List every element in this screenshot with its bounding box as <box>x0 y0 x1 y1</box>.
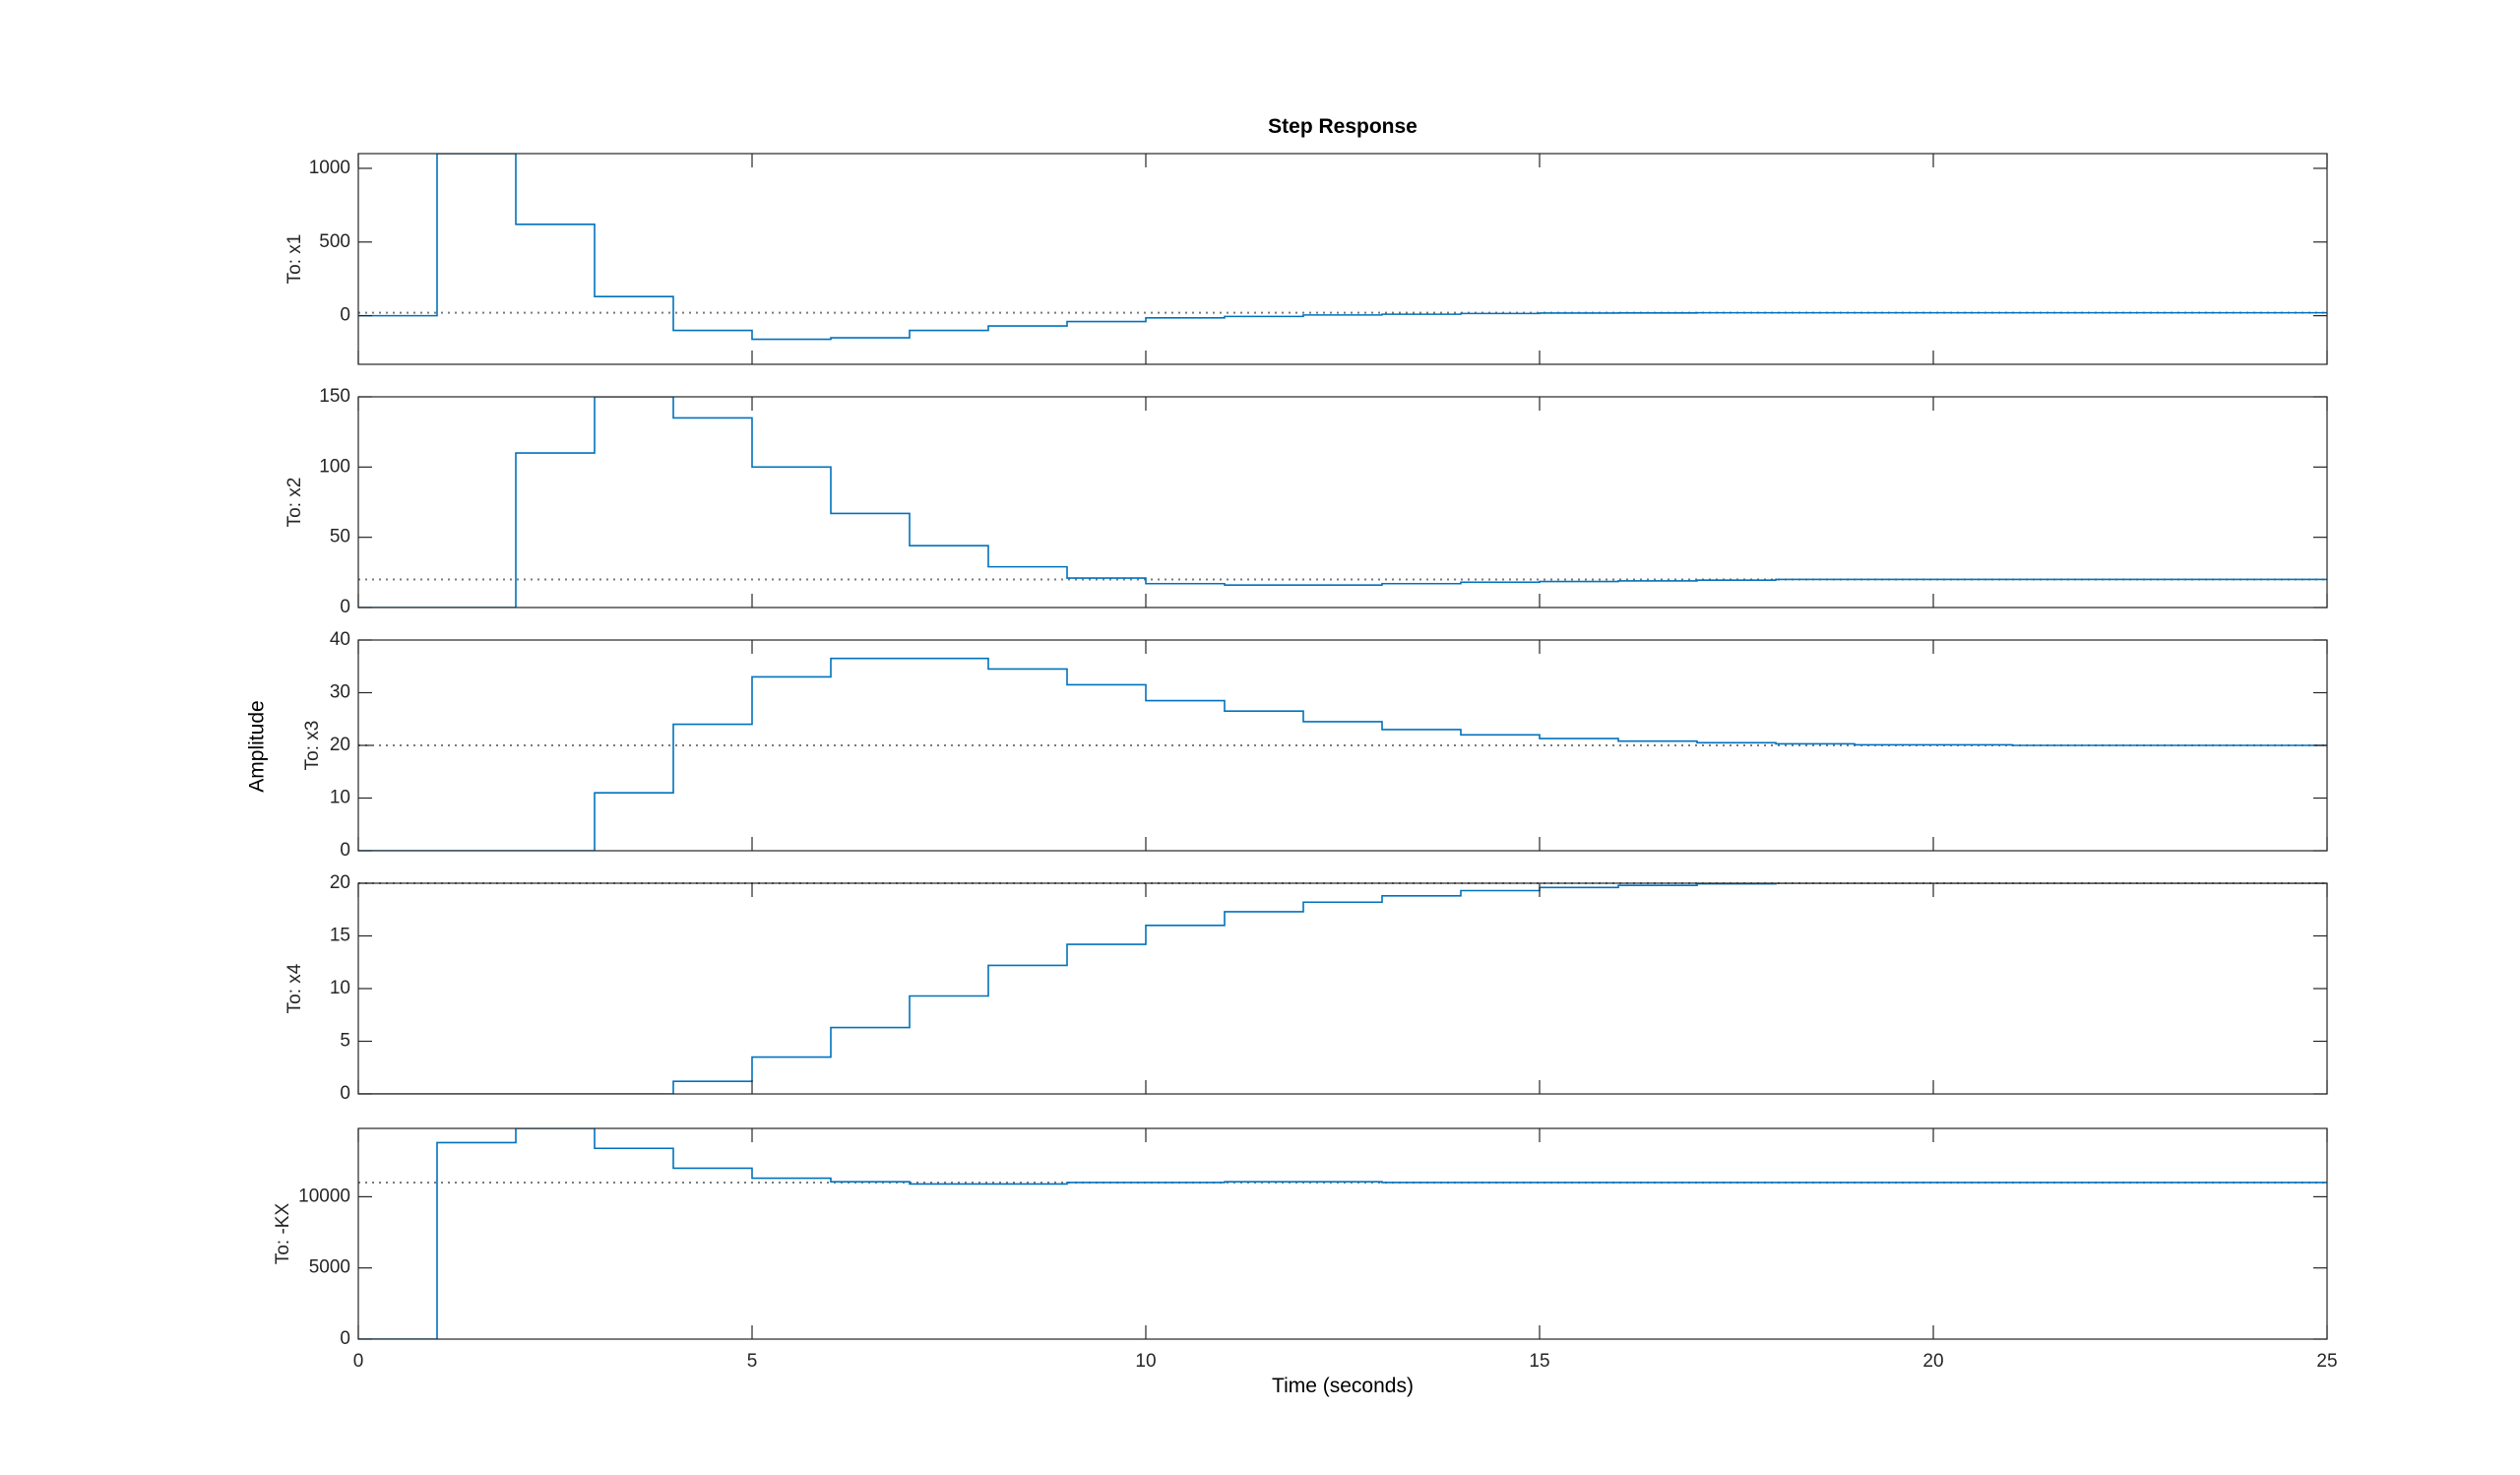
x-tick-label: 10 <box>1135 1351 1156 1372</box>
series-line <box>358 1128 2327 1339</box>
series-line <box>358 883 2327 1094</box>
x-tick-label: 5 <box>747 1351 758 1372</box>
series-line <box>358 657 2327 851</box>
y-tick-label: 150 <box>319 386 350 407</box>
y-tick-label: 100 <box>319 456 350 477</box>
x-tick-label: 25 <box>2316 1351 2337 1372</box>
y-tick-label: 1000 <box>309 158 350 178</box>
y-tick-label: 15 <box>330 926 350 946</box>
panel-3: 0 10 20 30 40 To: x3 <box>302 629 2328 861</box>
y-tick-label: 30 <box>330 682 350 703</box>
x-tick-label: 15 <box>1529 1351 1549 1372</box>
y-axis-label: Amplitude <box>246 700 269 792</box>
panel-1: 0 500 1000 To: x1 <box>284 153 2328 365</box>
y-tick-label: 40 <box>330 629 350 650</box>
y-tick-label: 0 <box>340 597 350 617</box>
y-tick-label: 20 <box>330 872 350 893</box>
panel-ylabel: To: -KX <box>273 1203 293 1265</box>
chart-title: Step Response <box>1268 115 1418 138</box>
panel-ylabel: To: x2 <box>284 478 305 528</box>
axes-box <box>357 396 2328 609</box>
x-tick-label: 0 <box>353 1351 364 1372</box>
y-tick-label: 0 <box>340 1083 350 1104</box>
y-tick-label: 50 <box>330 527 350 547</box>
y-tick-label: 5000 <box>309 1257 350 1278</box>
y-tick-label: 0 <box>340 305 350 326</box>
y-tick-label: 0 <box>340 1328 350 1349</box>
y-tick-label: 0 <box>340 840 350 861</box>
axes-box <box>357 153 2328 365</box>
y-tick-label: 20 <box>330 735 350 755</box>
panel-ylabel: To: x3 <box>302 721 323 771</box>
x-axis-label: Time (seconds) <box>1272 1375 1414 1397</box>
panel-ylabel: To: x1 <box>284 234 305 285</box>
y-tick-label: 10 <box>330 978 350 998</box>
panel-2: 0 50 100 150 To: x2 <box>284 386 2328 617</box>
panel-ylabel: To: x4 <box>284 963 305 1013</box>
y-tick-label: 10000 <box>298 1186 350 1206</box>
series-line <box>358 397 2327 608</box>
panel-4: 0 5 10 15 20 To: x4 <box>284 872 2328 1104</box>
y-tick-label: 500 <box>319 231 350 252</box>
x-tick-label: 20 <box>1922 1351 1943 1372</box>
y-tick-label: 10 <box>330 788 350 808</box>
series-line <box>358 154 2327 341</box>
axes-box <box>357 1127 2328 1340</box>
y-tick-label: 5 <box>340 1031 350 1052</box>
axes-box <box>357 882 2328 1095</box>
